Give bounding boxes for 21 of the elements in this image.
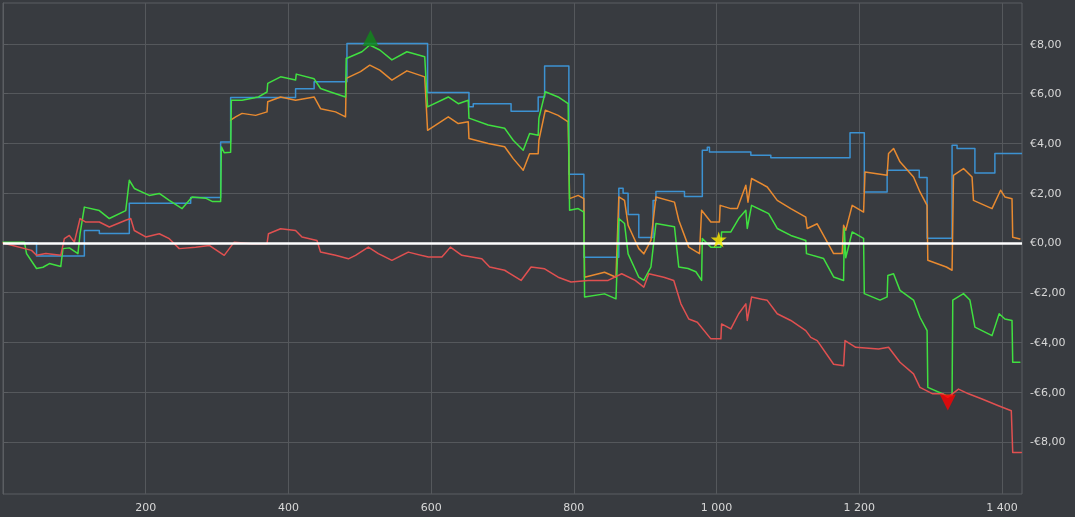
x-tick-label: 1 200	[843, 501, 876, 514]
y-tick-label: €0,00	[1030, 236, 1062, 250]
x-tick-label: 1 400	[986, 501, 1018, 514]
y-tick-label: €4,00	[1030, 136, 1062, 150]
y-tick-label: €2,00	[1030, 186, 1062, 200]
y-tick-label: €8,00	[1030, 37, 1062, 51]
line-series	[2, 217, 1023, 454]
y-tick-label: -€8,00	[1030, 435, 1066, 449]
x-tick-label: 800	[563, 501, 585, 514]
x-tick-label: 400	[277, 501, 299, 514]
x-tick-label: 1 000	[700, 501, 733, 514]
x-tick-label: 600	[420, 501, 442, 514]
y-tick-label: -€6,00	[1030, 385, 1066, 399]
point	[362, 30, 379, 47]
x-tick-label: 200	[135, 501, 157, 514]
line-series	[229, 64, 1021, 278]
y-tick-label: -€4,00	[1030, 335, 1066, 349]
y-tick-label: €6,00	[1030, 87, 1062, 101]
y-tick-label: -€2,00	[1030, 286, 1066, 300]
point	[710, 231, 727, 248]
point	[939, 394, 956, 411]
